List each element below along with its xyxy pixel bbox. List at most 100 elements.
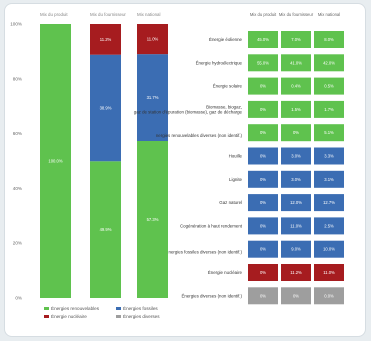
table-cell-value-7-0: 0% — [260, 200, 266, 205]
table-row-label-3-line-1: gaz de station d'épuration (biomasse), g… — [134, 110, 243, 115]
legend-label-other: Énergies diverses — [123, 314, 160, 319]
bar-data-label-nuclear-1: 11.2% — [100, 37, 112, 42]
table-cell-value-6-1: 3.0% — [291, 177, 301, 182]
table-cell-5-0 — [248, 147, 278, 165]
table-cell-value-4-1: 0% — [293, 130, 299, 135]
table-cell-value-2-1: 0.4% — [291, 84, 301, 89]
bar-data-label-fossil-2: 31.7% — [147, 95, 159, 100]
legend-item-fossil: Énergies fossiles — [116, 306, 184, 311]
table-row-label-5: Houille — [229, 154, 243, 159]
table-cell-value-7-1: 12.0% — [290, 200, 302, 205]
table-cell-value-3-1: 1.5% — [291, 107, 301, 112]
table-cell-0-1 — [281, 31, 311, 48]
table-cell-11-0 — [248, 287, 278, 305]
table-cell-0-2 — [314, 31, 344, 48]
bar-data-label-renewable-0: 100.0% — [48, 159, 62, 164]
bar-data-label-renewable-1: 49.9% — [100, 227, 112, 232]
table-cell-value-0-1: 7.0% — [291, 37, 301, 42]
bar-segment-fossil-2 — [137, 54, 168, 141]
y-tick-label-4: 80% — [13, 76, 22, 81]
table-cell-value-11-0: 0% — [260, 293, 266, 298]
table-row-label-0: Énergie éolienne — [209, 37, 243, 42]
table-cell-value-3-0: 0% — [260, 107, 266, 112]
table-row-label-1: Énergie hydroélectrique — [196, 60, 243, 65]
table-cell-8-0 — [248, 217, 278, 235]
table-row-label-4-line-1: nergies renouvelables diverses (non iden… — [156, 133, 243, 138]
table-row-label-3: Biomasse, biogaz, — [206, 104, 242, 109]
legend-swatch-other — [116, 315, 121, 318]
bar-category-label-0: Mix du produit — [40, 12, 68, 17]
table-cell-2-2 — [314, 77, 344, 95]
legend-item-nuclear: Énergie nucléaire — [44, 314, 112, 319]
table-cell-10-2 — [314, 264, 344, 281]
table-cell-6-0 — [248, 170, 278, 188]
table-cell-6-2 — [314, 170, 344, 188]
table-cell-0-0 — [248, 31, 278, 48]
table-column-header-2: Mix national — [318, 12, 340, 17]
table-cell-value-1-0: 55.0% — [257, 60, 269, 65]
table-cell-value-4-2: 5.1% — [324, 130, 334, 135]
table-cell-7-1 — [281, 194, 311, 212]
table-cell-value-5-0: 0% — [260, 154, 266, 159]
legend-swatch-nuclear — [44, 315, 49, 318]
table-cell-value-0-0: 45.0% — [257, 37, 269, 42]
table-cell-3-2 — [314, 100, 344, 118]
bar-segment-renewable-0 — [40, 24, 71, 298]
bar-segment-renewable-1 — [90, 161, 121, 298]
legend-item-renewable: Énergies renouvelables — [44, 306, 112, 311]
bar-data-label-renewable-2: 57.3% — [147, 217, 159, 222]
legend-swatch-renewable — [44, 307, 49, 310]
table-cell-value-8-1: 11.0% — [290, 223, 302, 228]
table-cell-10-0 — [248, 264, 278, 281]
table-cell-value-8-0: 0% — [260, 223, 266, 228]
table-column-header-1: Mix du fournisseur — [279, 12, 314, 17]
legend-item-other: Énergies diverses — [116, 314, 184, 319]
table-cell-value-1-1: 41.0% — [290, 60, 302, 65]
y-tick-label-1: 20% — [13, 241, 22, 246]
table-cell-value-2-2: 0.5% — [324, 84, 334, 89]
legend: Énergies renouvelables Énergies fossiles… — [44, 306, 184, 319]
table-cell-3-1 — [281, 100, 311, 118]
table-cell-value-5-2: 3.3% — [324, 154, 334, 159]
table-cell-9-0 — [248, 240, 278, 258]
legend-label-nuclear: Énergie nucléaire — [51, 314, 87, 319]
legend-label-renewable: Énergies renouvelables — [51, 306, 100, 311]
y-tick-label-2: 40% — [13, 186, 22, 191]
bar-segment-fossil-1 — [90, 54, 121, 162]
table-cell-value-9-0: 0% — [260, 247, 266, 252]
table-cell-value-10-2: 11.0% — [323, 270, 335, 275]
table-row-label-10: Énergie nucléaire — [208, 270, 243, 275]
table-cell-10-1 — [281, 264, 311, 281]
table-cell-value-11-2: 0.0% — [324, 293, 334, 298]
table-cell-value-2-0: 0% — [260, 84, 266, 89]
table-cell-1-0 — [248, 54, 278, 72]
table-row-label-9-line-1: nergies fossiles diverses (non identif.) — [169, 249, 243, 254]
table-cell-value-5-1: 3.0% — [291, 154, 301, 159]
table-cell-value-9-2: 10.0% — [323, 247, 335, 252]
table-cell-1-1 — [281, 54, 311, 72]
bar-category-label-2: Mix national — [137, 12, 160, 17]
table-cell-value-6-0: 0% — [260, 177, 266, 182]
table-column-header-0: Mix du produit — [250, 12, 277, 17]
table-cell-2-0 — [248, 77, 278, 95]
table-cell-4-1 — [281, 124, 311, 142]
table-cell-value-10-1: 11.2% — [290, 270, 302, 275]
table-cell-value-4-0: 0% — [260, 130, 266, 135]
table-row-label-11: Énergies diverses (non identif.) — [181, 293, 242, 298]
table-row-label-2: Énergie solaire — [213, 84, 243, 89]
bar-segment-nuclear-1 — [90, 24, 121, 55]
table-row-label-7: Gaz naturel — [219, 200, 242, 205]
table-cell-5-2 — [314, 147, 344, 165]
table-cell-value-7-2: 12.7% — [323, 200, 335, 205]
table-cell-value-10-0: 0% — [260, 270, 266, 275]
table-cell-5-1 — [281, 147, 311, 165]
table-row-label-8: Cogénération à haut rendement — [180, 223, 243, 228]
table-cell-value-6-2: 3.1% — [324, 177, 334, 182]
table-cell-value-8-2: 2.5% — [324, 223, 334, 228]
bar-category-label-1: Mix du fournisseur — [90, 12, 126, 17]
table-cell-7-0 — [248, 194, 278, 212]
legend-swatch-fossil — [116, 307, 121, 310]
table-row-label-6: Lignite — [229, 177, 242, 182]
table-cell-11-2 — [314, 287, 344, 305]
bar-data-label-nuclear-2: 11.0% — [147, 37, 159, 42]
